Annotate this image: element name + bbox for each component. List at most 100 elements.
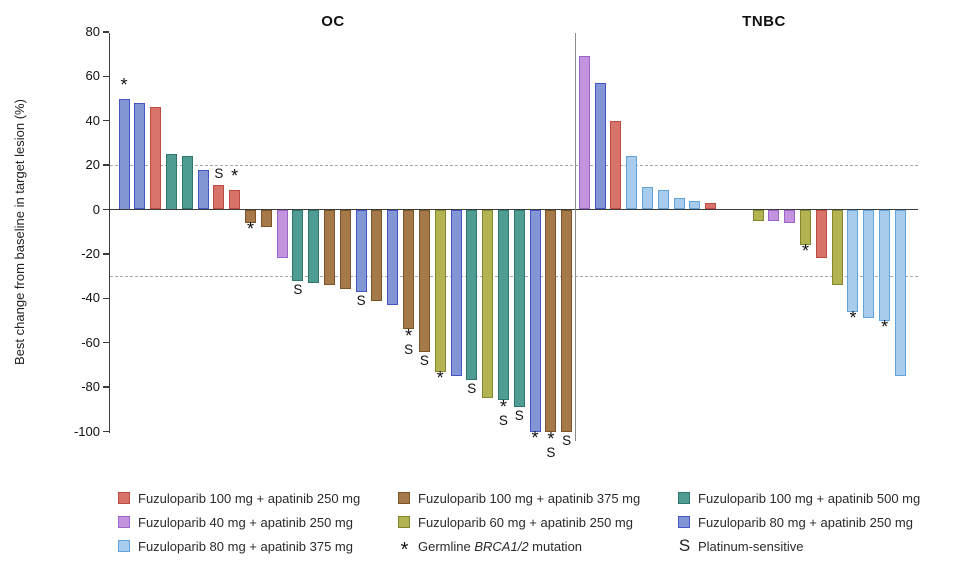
bar-annotation: * — [246, 218, 254, 239]
bar-oc-21 — [434, 209, 446, 372]
bar-annotation: S — [419, 352, 429, 368]
bar-tnbc-4 — [626, 156, 638, 210]
legend-swatch-peri — [678, 516, 690, 528]
bar-oc-11 — [276, 209, 288, 259]
panel-divider — [574, 33, 577, 441]
bar-oc-14 — [324, 209, 336, 285]
legend-column-2: Fuzuloparib 100 mg + apatinib 375 mg Fuz… — [398, 486, 640, 561]
legend-swatch-brown — [398, 492, 410, 504]
bar-annotation: S — [214, 166, 224, 182]
bar-tnbc-16 — [847, 209, 859, 312]
y-tick-label: 20 — [85, 157, 100, 173]
bar-annotation: * — [231, 165, 239, 186]
bar-oc-2 — [134, 102, 146, 210]
bar-annotation: S — [514, 408, 524, 424]
bar-annotation: * — [881, 316, 889, 337]
bar-annotation: * — [436, 367, 444, 388]
bar-tnbc-15 — [831, 209, 843, 285]
y-tick — [102, 164, 109, 166]
bar-oc-24 — [482, 209, 494, 399]
bar-annotation: * S — [546, 428, 556, 460]
bar-oc-12 — [292, 209, 304, 281]
legend-swatch-teal — [678, 492, 690, 504]
bar-tnbc-1 — [578, 56, 590, 210]
bar-oc-29 — [561, 209, 573, 432]
bar-oc-26 — [513, 209, 525, 408]
legend-label: Platinum-sensitive — [698, 538, 804, 554]
bar-oc-17 — [371, 209, 383, 301]
y-tick-label: -40 — [81, 290, 100, 306]
bar-annotation: * — [120, 74, 128, 95]
y-tick — [102, 430, 109, 433]
bar-oc-28 — [545, 209, 557, 432]
platinum-sensitive-symbol: S — [678, 536, 691, 555]
legend-swatch-sky — [118, 540, 130, 552]
bar-tnbc-19 — [894, 209, 906, 376]
reference-line-20 — [110, 165, 918, 167]
bar-annotation: S — [562, 432, 572, 448]
bar-annotation: * — [802, 241, 810, 262]
bar-tnbc-13 — [800, 209, 812, 246]
legend-item: Fuzuloparib 60 mg + apatinib 250 mg — [398, 510, 640, 534]
legend-item: Fuzuloparib 80 mg + apatinib 250 mg — [678, 510, 920, 534]
bar-oc-22 — [450, 209, 462, 376]
bar-tnbc-3 — [610, 120, 622, 210]
legend-label: Fuzuloparib 80 mg + apatinib 250 mg — [698, 514, 913, 530]
panel-title-tnbc: TNBC — [742, 13, 786, 30]
bar-oc-25 — [497, 209, 509, 401]
legend: Fuzuloparib 100 mg + apatinib 250 mg Fuz… — [0, 486, 976, 564]
bar-oc-7 — [213, 185, 225, 210]
y-tick — [102, 31, 109, 33]
bar-oc-13 — [308, 209, 320, 283]
panel-title-oc: OC — [321, 13, 345, 30]
bar-oc-16 — [355, 209, 367, 292]
y-tick — [102, 297, 109, 300]
bar-oc-23 — [466, 209, 478, 381]
bar-tnbc-17 — [863, 209, 875, 319]
legend-item: Fuzuloparib 80 mg + apatinib 375 mg — [118, 534, 360, 558]
bar-oc-18 — [387, 209, 399, 305]
y-tick — [102, 119, 109, 122]
asterisk-symbol: * — [400, 538, 409, 561]
legend-item: Fuzuloparib 40 mg + apatinib 250 mg — [118, 510, 360, 534]
bar-tnbc-14 — [815, 209, 827, 259]
legend-swatch-red — [118, 492, 130, 504]
legend-item: Fuzuloparib 100 mg + apatinib 375 mg — [398, 486, 640, 510]
legend-item-platinum: S Platinum-sensitive — [678, 534, 920, 558]
legend-item-brca: * Germline BRCA1/2 mutation — [398, 534, 640, 561]
legend-column-1: Fuzuloparib 100 mg + apatinib 250 mg Fuz… — [118, 486, 360, 558]
bar-annotation: * S — [404, 326, 414, 358]
legend-label: Fuzuloparib 100 mg + apatinib 500 mg — [698, 490, 921, 506]
legend-item: Fuzuloparib 100 mg + apatinib 250 mg — [118, 486, 360, 510]
brca-post: mutation — [528, 538, 583, 554]
bar-oc-20 — [418, 209, 430, 352]
y-tick-label: -20 — [81, 245, 100, 261]
y-tick-label: 80 — [85, 23, 100, 39]
y-tick — [102, 75, 109, 78]
bar-annotation: * S — [498, 397, 508, 429]
plot-area: 80 60 40 20 0 -20 -40 -60 -80 -100 * S * * S S * S S * S * S S *… — [73, 23, 918, 460]
y-tick-label: 40 — [85, 112, 100, 128]
y-tick-label: -100 — [73, 423, 100, 439]
bar-oc-1 — [118, 98, 130, 210]
bar-annotation: S — [467, 381, 477, 397]
legend-label: Fuzuloparib 100 mg + apatinib 375 mg — [418, 490, 641, 506]
brca-pre: Germline — [418, 538, 475, 554]
bar-annotation: S — [293, 281, 303, 297]
legend-swatch-olive — [398, 516, 410, 528]
legend-label: Fuzuloparib 80 mg + apatinib 375 mg — [138, 538, 353, 554]
bar-tnbc-2 — [594, 82, 606, 210]
bar-annotation: S — [356, 292, 366, 308]
y-tick-label: 60 — [85, 68, 100, 84]
legend-label: Fuzuloparib 60 mg + apatinib 250 mg — [418, 514, 633, 530]
legend-label: Fuzuloparib 100 mg + apatinib 250 mg — [138, 490, 361, 506]
bar-tnbc-18 — [879, 209, 891, 321]
zero-baseline — [110, 208, 918, 211]
bar-tnbc-6 — [657, 189, 669, 210]
legend-swatch-orchid — [118, 516, 130, 528]
legend-item: Fuzuloparib 100 mg + apatinib 500 mg — [678, 486, 920, 510]
bar-oc-27 — [529, 209, 541, 432]
legend-label-brca: Germline BRCA1/2 mutation — [418, 539, 582, 554]
bar-oc-15 — [339, 209, 351, 290]
